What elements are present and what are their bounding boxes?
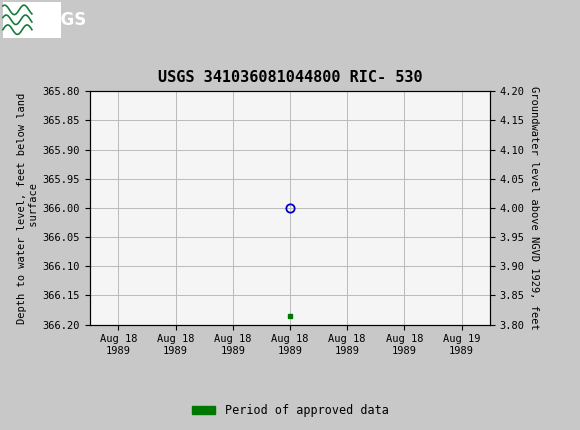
Y-axis label: Groundwater level above NGVD 1929, feet: Groundwater level above NGVD 1929, feet [529,86,539,330]
Text: USGS: USGS [36,11,87,29]
FancyBboxPatch shape [3,2,61,37]
Text: USGS 341036081044800 RIC- 530: USGS 341036081044800 RIC- 530 [158,70,422,85]
Y-axis label: Depth to water level, feet below land
 surface: Depth to water level, feet below land su… [17,92,38,323]
Legend: Period of approved data: Period of approved data [187,399,393,422]
